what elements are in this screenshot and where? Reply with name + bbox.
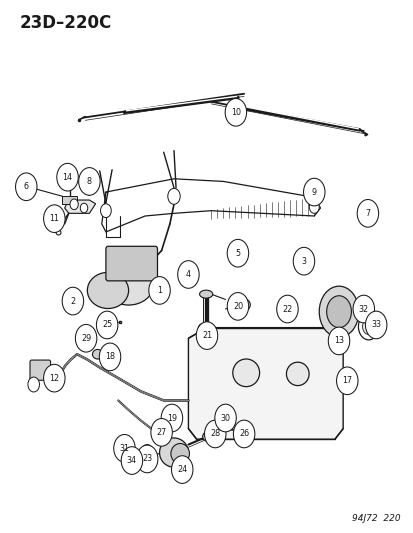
Circle shape	[318, 286, 358, 337]
Text: 9: 9	[311, 188, 316, 197]
Circle shape	[16, 173, 37, 200]
Text: 13: 13	[333, 336, 343, 345]
Circle shape	[62, 287, 83, 315]
Circle shape	[365, 311, 386, 339]
Circle shape	[196, 322, 217, 350]
Circle shape	[362, 319, 374, 335]
Polygon shape	[64, 200, 95, 213]
Circle shape	[358, 313, 378, 340]
Circle shape	[99, 343, 121, 370]
FancyBboxPatch shape	[62, 196, 77, 204]
Text: 7: 7	[365, 209, 370, 218]
Circle shape	[336, 367, 357, 394]
Ellipse shape	[92, 350, 102, 359]
Circle shape	[233, 420, 254, 448]
Ellipse shape	[237, 299, 250, 311]
Circle shape	[328, 327, 349, 355]
Text: 3: 3	[301, 257, 306, 265]
Text: 11: 11	[49, 214, 59, 223]
Circle shape	[292, 247, 314, 275]
Circle shape	[75, 325, 97, 352]
Circle shape	[161, 404, 182, 432]
FancyBboxPatch shape	[30, 360, 50, 380]
Ellipse shape	[171, 443, 189, 464]
Circle shape	[303, 178, 324, 206]
Circle shape	[167, 188, 180, 204]
Text: 24: 24	[177, 465, 187, 474]
Circle shape	[100, 204, 111, 217]
Text: 8: 8	[87, 177, 92, 186]
Circle shape	[150, 418, 172, 446]
Circle shape	[227, 293, 248, 320]
Circle shape	[309, 200, 318, 213]
Text: 31: 31	[119, 444, 129, 453]
Text: 23: 23	[142, 455, 152, 463]
Circle shape	[276, 295, 297, 323]
Circle shape	[326, 296, 351, 328]
Text: 22: 22	[282, 304, 292, 313]
Ellipse shape	[142, 445, 151, 452]
Circle shape	[57, 164, 78, 191]
Circle shape	[225, 99, 246, 126]
Ellipse shape	[232, 359, 259, 386]
Text: 23D–220C: 23D–220C	[19, 14, 111, 32]
Ellipse shape	[87, 272, 128, 309]
Text: 20: 20	[233, 302, 242, 311]
Text: 26: 26	[238, 430, 249, 439]
Ellipse shape	[198, 323, 214, 333]
Ellipse shape	[239, 426, 248, 434]
Text: 6: 6	[24, 182, 29, 191]
Circle shape	[177, 261, 199, 288]
Text: 30: 30	[220, 414, 230, 423]
Circle shape	[78, 167, 100, 195]
Text: 34: 34	[127, 456, 137, 465]
FancyBboxPatch shape	[106, 246, 157, 281]
Text: 27: 27	[156, 428, 166, 437]
Text: 25: 25	[102, 320, 112, 329]
Ellipse shape	[159, 438, 188, 467]
Circle shape	[96, 311, 118, 339]
Text: 29: 29	[81, 334, 91, 343]
Polygon shape	[188, 328, 342, 439]
Circle shape	[204, 420, 225, 448]
Circle shape	[214, 404, 236, 432]
Circle shape	[43, 205, 65, 232]
Circle shape	[114, 434, 135, 462]
Text: 19: 19	[166, 414, 177, 423]
Text: 4: 4	[185, 270, 190, 279]
Circle shape	[70, 199, 78, 209]
Text: 12: 12	[49, 374, 59, 383]
Text: 21: 21	[202, 331, 211, 340]
Text: 18: 18	[105, 352, 115, 361]
Circle shape	[148, 277, 170, 304]
Text: 32: 32	[358, 304, 368, 313]
Circle shape	[28, 377, 39, 392]
Text: 2: 2	[70, 296, 75, 305]
Circle shape	[352, 295, 374, 323]
Ellipse shape	[82, 337, 94, 348]
Ellipse shape	[202, 432, 212, 441]
Circle shape	[171, 456, 192, 483]
Ellipse shape	[104, 265, 153, 305]
Text: 14: 14	[62, 173, 72, 182]
Text: 28: 28	[210, 430, 220, 439]
Text: 17: 17	[342, 376, 351, 385]
Circle shape	[136, 445, 157, 473]
Text: 10: 10	[230, 108, 240, 117]
Text: 33: 33	[370, 320, 380, 329]
Circle shape	[227, 239, 248, 267]
Text: 5: 5	[235, 249, 240, 258]
Ellipse shape	[199, 290, 212, 298]
Circle shape	[356, 199, 378, 227]
Circle shape	[121, 447, 142, 474]
Ellipse shape	[286, 362, 309, 385]
Circle shape	[80, 203, 88, 213]
Text: 94J72  220: 94J72 220	[351, 514, 400, 523]
Text: 1: 1	[157, 286, 161, 295]
Circle shape	[43, 365, 65, 392]
